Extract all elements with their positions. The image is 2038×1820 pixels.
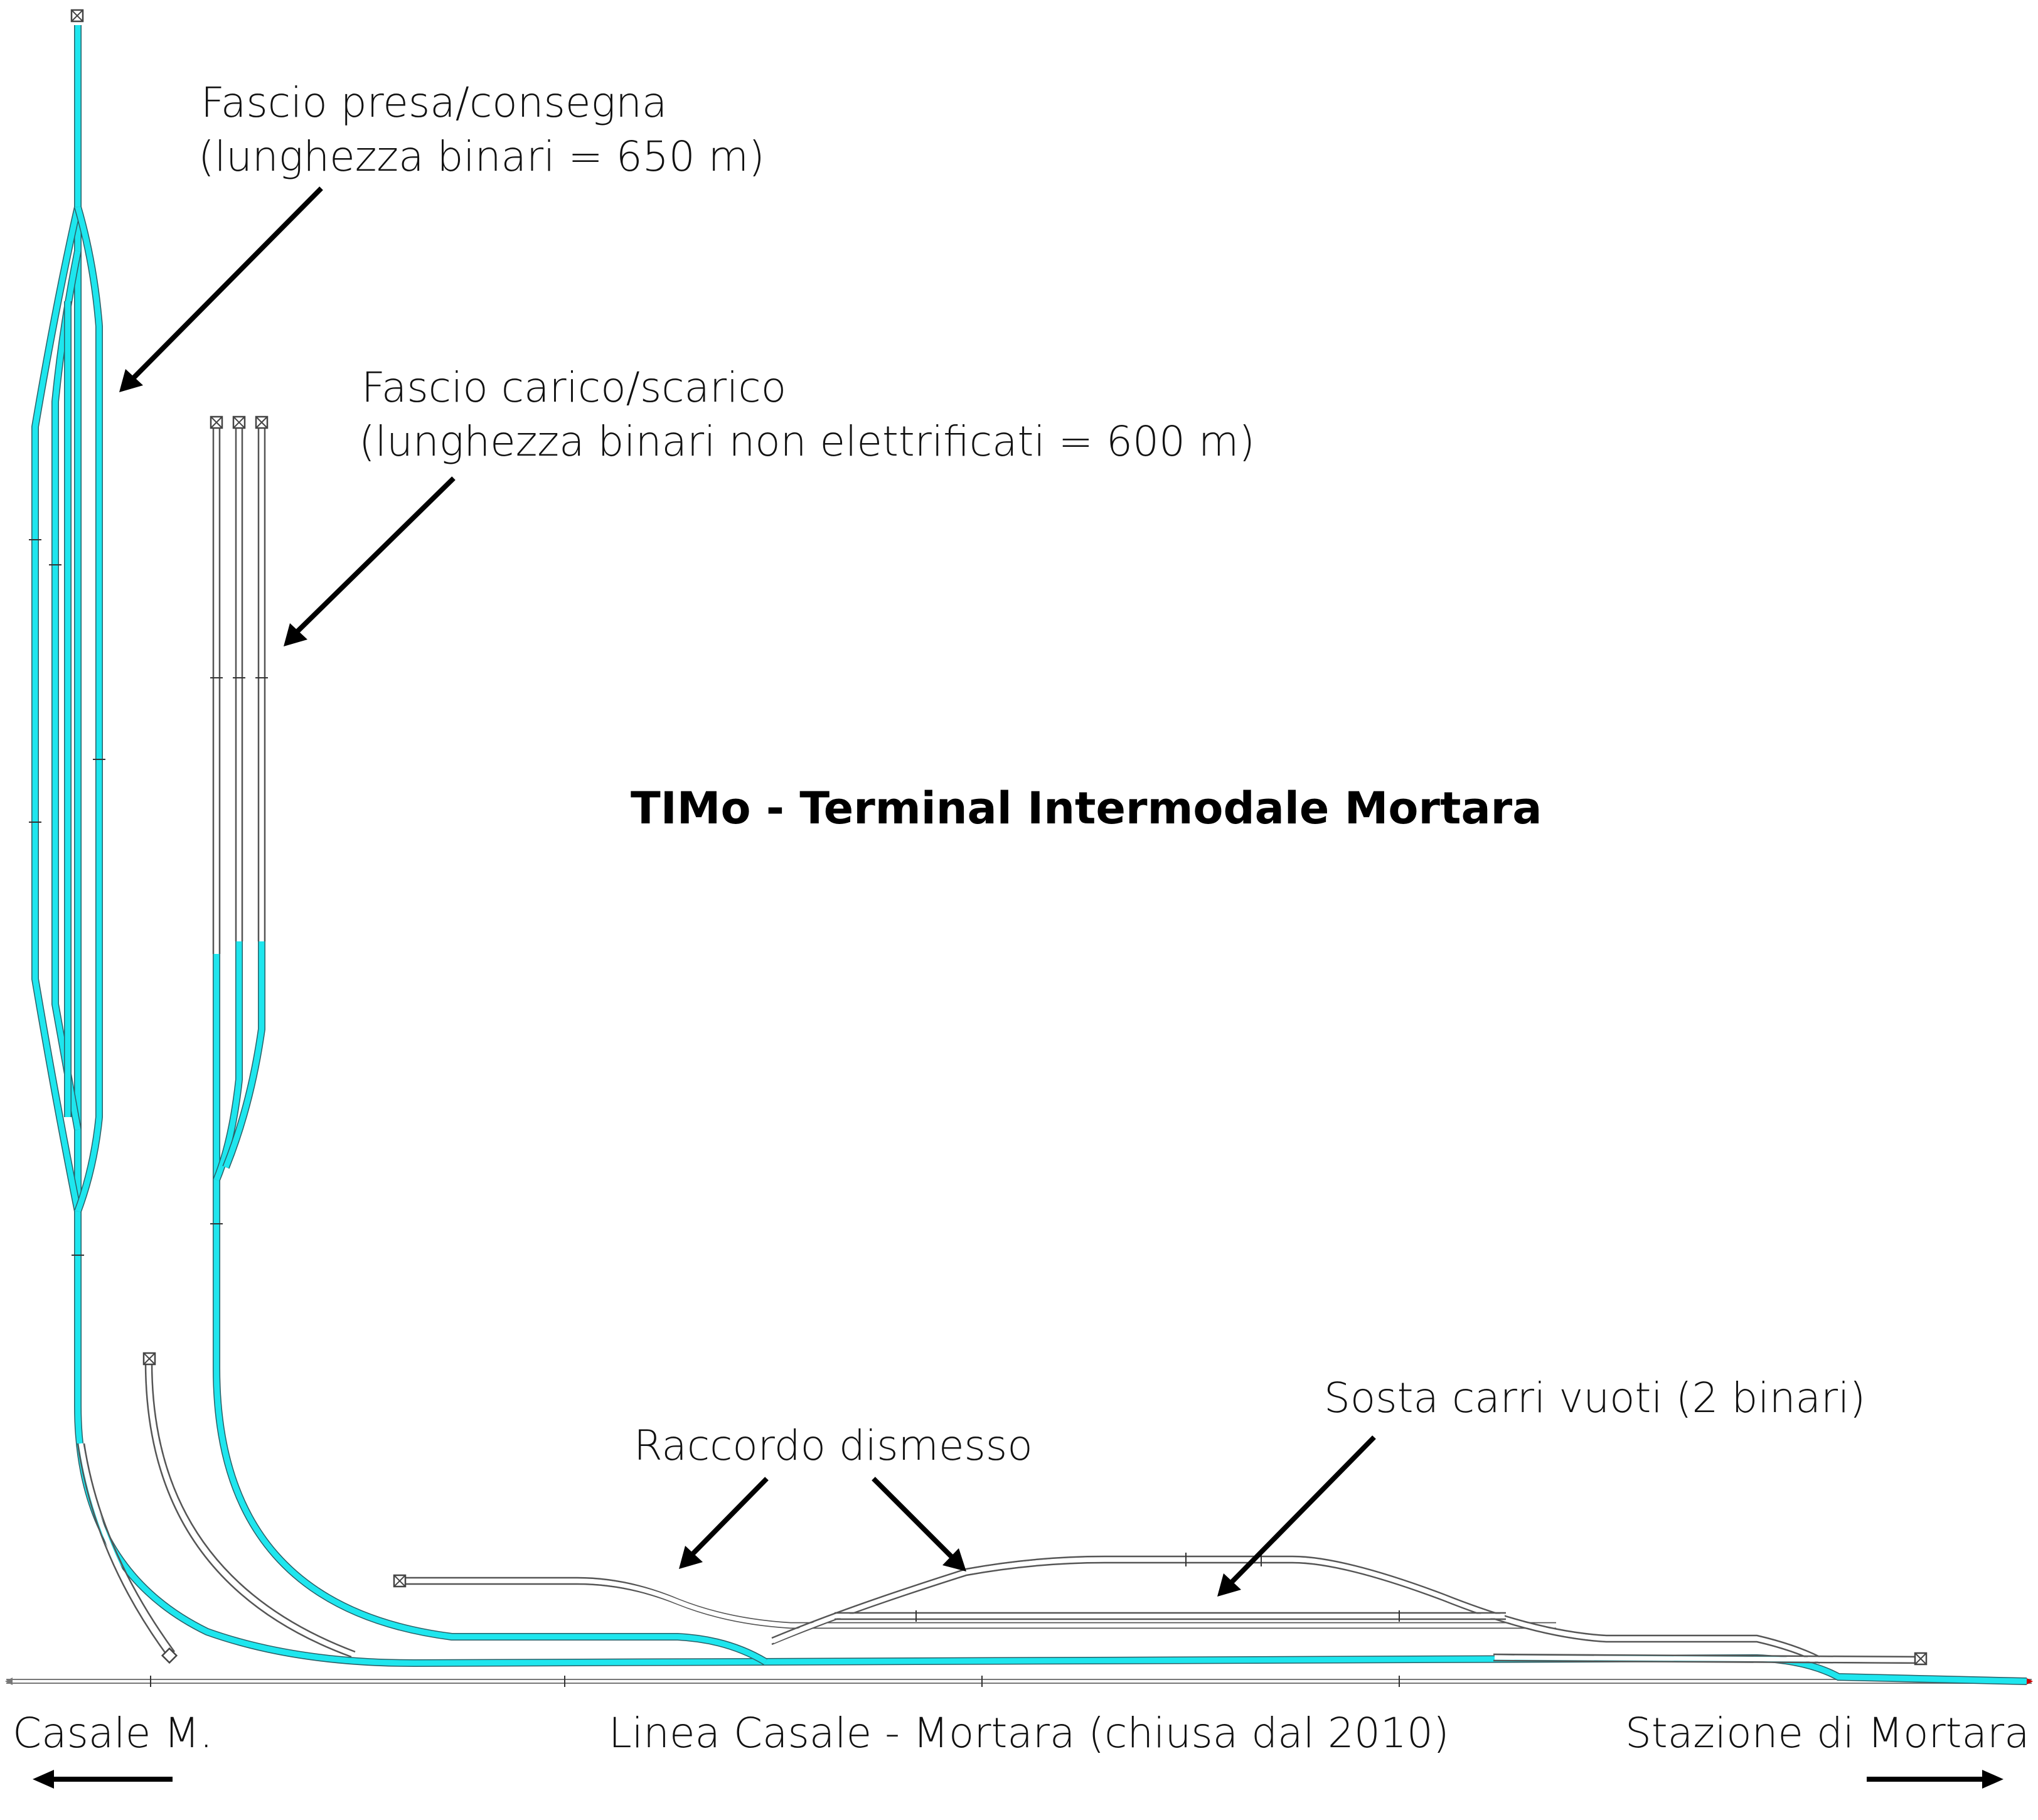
label-stazione: Stazione di Mortara bbox=[1625, 1709, 2030, 1757]
label-sosta-carri: Sosta carri vuoti (2 binari) bbox=[1324, 1374, 1865, 1422]
label-casale: Casale M. bbox=[13, 1709, 213, 1757]
buffer-stop-icon bbox=[232, 415, 246, 429]
buffer-stop-icon bbox=[1914, 1652, 1928, 1666]
label-fascio-carico-line2: (lunghezza binari non elettrificati = 60… bbox=[359, 417, 1255, 466]
annotation-arrows bbox=[33, 186, 2003, 1789]
label-raccordo-dismesso: Raccordo dismesso bbox=[634, 1421, 1033, 1470]
arrow-raccordo-right bbox=[872, 1477, 966, 1571]
raccordo-dismesso-spur-middle bbox=[393, 1574, 1556, 1629]
arrow-raccordo-left bbox=[679, 1477, 769, 1569]
arrow-fascio-carico bbox=[284, 476, 456, 646]
arrow-fascio-presa bbox=[119, 186, 323, 392]
arrow-sosta-carri bbox=[1217, 1435, 1376, 1597]
buffer-stop-icon bbox=[161, 1647, 178, 1664]
label-fascio-presa-line1: Fascio presa/consegna bbox=[201, 78, 667, 127]
fascio-presa-consegna-tracks bbox=[29, 206, 105, 1256]
buffer-stop-icon bbox=[210, 415, 223, 429]
buffer-stop-icon bbox=[255, 415, 269, 429]
label-fascio-carico-line1: Fascio carico/scarico bbox=[361, 363, 786, 412]
buffer-stop-icon bbox=[393, 1574, 407, 1588]
buffer-stop-icon bbox=[142, 1352, 156, 1366]
label-linea: Linea Casale - Mortara (chiusa dal 2010) bbox=[609, 1709, 1449, 1757]
label-fascio-presa-line2: (lunghezza binari = 650 m) bbox=[198, 132, 765, 181]
electrified-trunk bbox=[74, 25, 2027, 1685]
fascio-carico-scarico-tracks bbox=[210, 415, 768, 1666]
arrow-right-stazione bbox=[1867, 1770, 2003, 1789]
end-marker-icon bbox=[2025, 1678, 2033, 1685]
raccordo-dismesso-spur-left bbox=[77, 1352, 356, 1664]
main-line-casale-mortara bbox=[5, 1676, 2033, 1687]
arrow-left-casale bbox=[33, 1770, 173, 1789]
buffer-stop-icon bbox=[70, 9, 84, 23]
diagram-title: TIMo - Terminal Intermodale Mortara bbox=[631, 783, 1542, 834]
sosta-carri-vuoti-tracks bbox=[771, 1553, 1928, 1666]
